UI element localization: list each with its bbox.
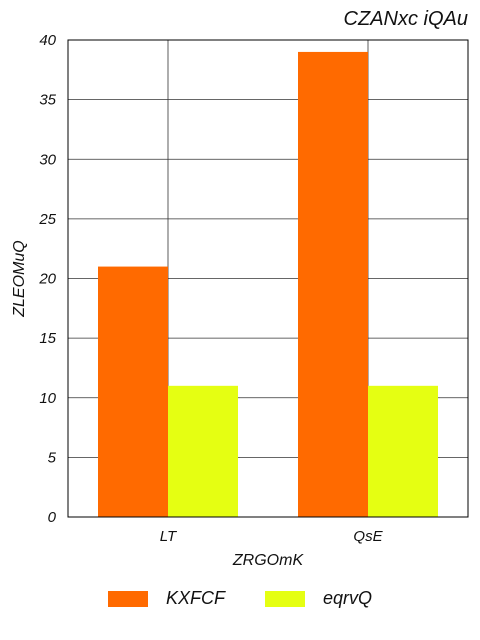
bar-eqrvq-lt (168, 385, 238, 517)
bars (98, 51, 438, 518)
x-axis-label: ZRGOmK (232, 552, 305, 569)
y-tick-labels: 0 5 10 15 20 25 30 35 40 (38, 32, 56, 526)
legend: KXFCF eqrvQ (0, 588, 480, 609)
bar-eqrvq-qse (368, 385, 438, 517)
x-tick-label: LT (160, 528, 178, 545)
x-tick-label: QsE (353, 528, 383, 545)
legend-swatch-kxfcf (107, 590, 148, 607)
x-tick-labels: LT QsE (160, 528, 384, 545)
bar-kxfcf-lt (98, 266, 168, 517)
y-tick-label: 0 (48, 509, 57, 526)
y-tick-label: 10 (39, 390, 56, 407)
chart-title: CZANxc iQAu (343, 8, 468, 30)
legend-item-eqrvq: eqrvQ (264, 588, 373, 609)
y-tick-label: 30 (39, 151, 56, 168)
y-tick-label: 40 (39, 32, 56, 49)
y-axis-label: ZLEOMuQ (11, 240, 28, 317)
y-tick-label: 25 (38, 211, 56, 228)
bar-kxfcf-qse (298, 51, 368, 518)
y-tick-label: 15 (39, 330, 56, 347)
y-tick-label: 35 (39, 92, 56, 109)
legend-swatch-eqrvq (264, 590, 305, 607)
y-tick-label: 20 (38, 271, 56, 288)
plot-frame (67, 39, 469, 518)
legend-item-kxfcf: KXFCF (107, 588, 225, 609)
legend-label-eqrvq: eqrvQ (322, 588, 373, 608)
y-tick-label: 5 (48, 449, 57, 466)
legend-label-kxfcf: KXFCF (165, 588, 225, 608)
bar-chart: 0 5 10 15 20 25 30 35 40 LT QsE ZRGOmK ZLEOMuQ (11, 32, 469, 569)
